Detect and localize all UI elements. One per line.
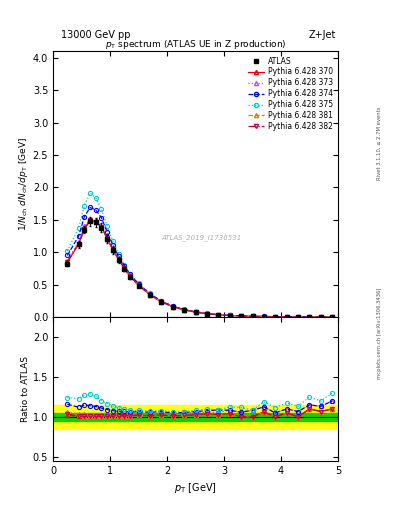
Y-axis label: $1/N_{\rm ch}\;dN_{\rm ch}/dp_{\rm T}$ [GeV]: $1/N_{\rm ch}\;dN_{\rm ch}/dp_{\rm T}$ […: [17, 137, 30, 231]
Text: 13000 GeV pp: 13000 GeV pp: [61, 30, 130, 40]
Text: mcplots.cern.ch [arXiv:1306.3436]: mcplots.cern.ch [arXiv:1306.3436]: [377, 287, 382, 378]
Text: ATLAS_2019_I1736531: ATLAS_2019_I1736531: [161, 234, 241, 241]
Text: Z+Jet: Z+Jet: [309, 30, 336, 40]
Y-axis label: Ratio to ATLAS: Ratio to ATLAS: [21, 356, 30, 422]
Title: $p_{\rm T}$ spectrum (ATLAS UE in Z production): $p_{\rm T}$ spectrum (ATLAS UE in Z prod…: [105, 38, 286, 51]
Legend: ATLAS, Pythia 6.428 370, Pythia 6.428 373, Pythia 6.428 374, Pythia 6.428 375, P: ATLAS, Pythia 6.428 370, Pythia 6.428 37…: [246, 55, 334, 133]
X-axis label: $p_{\rm T}$ [GeV]: $p_{\rm T}$ [GeV]: [174, 481, 217, 495]
Text: Rivet 3.1.10, ≥ 2.7M events: Rivet 3.1.10, ≥ 2.7M events: [377, 106, 382, 180]
